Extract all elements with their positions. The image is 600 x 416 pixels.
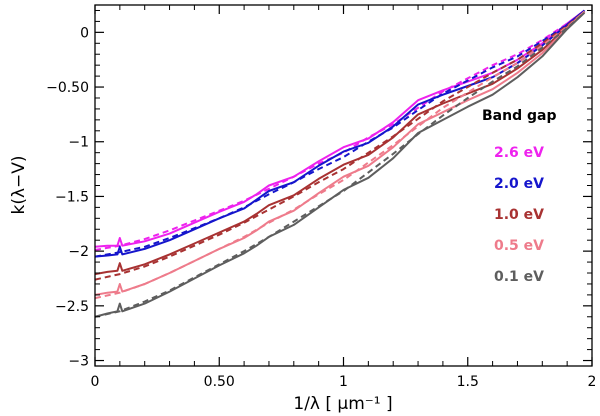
ticks-layer <box>94 5 593 366</box>
series-layer <box>95 9 586 318</box>
y-tick-label: 0 <box>80 25 89 41</box>
legend-entry-2-6-ev: 2.6 eV <box>494 145 544 161</box>
legend-entry-2-0-ev: 2.0 eV <box>494 176 544 192</box>
x-tick-label: 1 <box>339 374 348 390</box>
y-tick-labels: 0 −0.50 −1 −1.5 −2 −2.5 −3 <box>46 25 89 369</box>
series-0-1-ev-line <box>95 11 586 318</box>
y-tick-label: −3 <box>68 354 89 370</box>
y-axis-title: k(λ−V) <box>9 155 29 214</box>
x-tick-labels: 0 0.50 1 1.5 2 <box>91 374 597 390</box>
series-2-0-ev-line <box>95 9 586 258</box>
legend-entry-0-5-ev: 0.5 eV <box>494 238 544 254</box>
legend-entry-1-0-ev: 1.0 eV <box>494 207 544 223</box>
x-axis-title: 1/λ [ μm⁻¹ ] <box>293 394 392 414</box>
y-tick-label: −1 <box>68 135 89 151</box>
series-0-1-ev-model-line <box>95 11 586 318</box>
series-1-0-ev-line <box>95 10 586 276</box>
y-tick-label: −1.5 <box>55 189 89 205</box>
x-tick-label: 1.5 <box>457 374 479 390</box>
legend-title: Band gap <box>482 108 556 124</box>
legend-entry-0-1-ev: 0.1 eV <box>494 269 544 285</box>
series-2-0-ev-model-line <box>95 9 586 258</box>
y-tick-label: −2 <box>68 244 89 260</box>
series-1-0-ev-model-line <box>95 10 586 281</box>
x-tick-label: 0.50 <box>204 374 235 390</box>
y-tick-label: −0.50 <box>46 80 89 96</box>
y-tick-label: −2.5 <box>55 299 89 315</box>
x-tick-label: 2 <box>588 374 597 390</box>
x-tick-label: 0 <box>91 374 100 390</box>
legend: Band gap 2.6 eV 2.0 eV 1.0 eV 0.5 eV 0.1… <box>482 108 556 285</box>
series-0-5-ev-line <box>95 10 586 296</box>
